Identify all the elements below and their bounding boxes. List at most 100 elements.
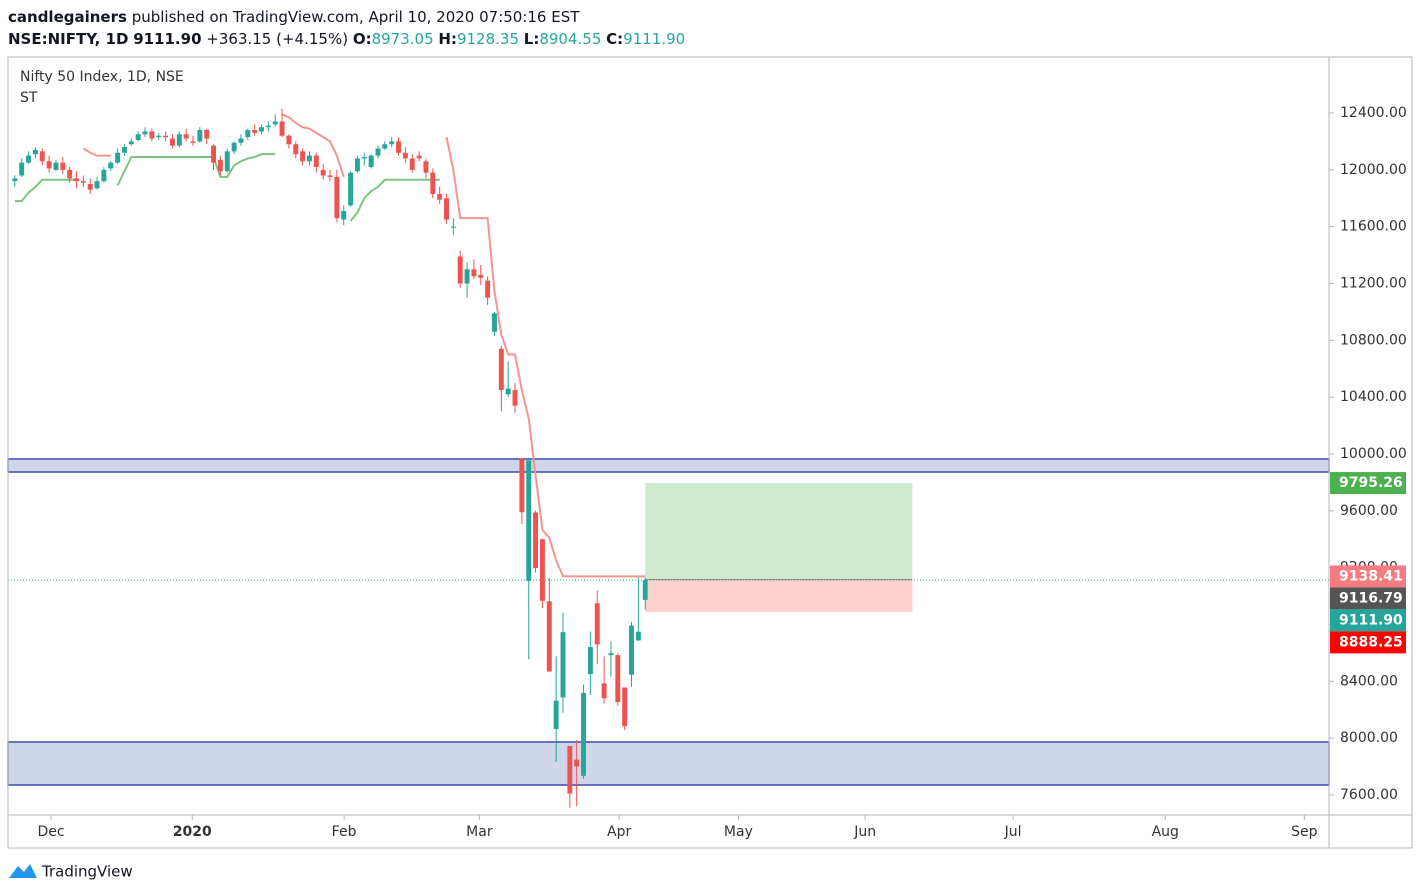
candle-body (498, 348, 504, 391)
candle-body (293, 144, 299, 155)
candle-body (594, 603, 600, 645)
candle-body (183, 134, 189, 139)
candle-body (238, 138, 244, 143)
candle-body (327, 175, 333, 177)
candle-body (478, 274, 484, 278)
candle-body (567, 745, 573, 794)
candle-body (464, 269, 470, 284)
frame (7, 56, 1413, 849)
candle-body (389, 141, 395, 145)
x-tick-label: 2020 (173, 824, 212, 840)
price-marker (1330, 609, 1406, 632)
c: 9111.90 (623, 30, 686, 48)
price-marker (1330, 631, 1406, 654)
candle-body (211, 145, 217, 163)
candle-body (12, 178, 18, 182)
price-marker (1330, 472, 1406, 495)
supertrend-up (116, 153, 276, 186)
y-tick-label: 8400.00 (1340, 673, 1398, 689)
o: 8973.05 (371, 30, 434, 48)
candle-body (163, 135, 169, 138)
y-tick-label: 11200.00 (1340, 275, 1407, 291)
l: 8904.55 (539, 30, 602, 48)
candle-body (375, 148, 381, 156)
candle-body (74, 178, 79, 182)
candle-body (94, 181, 100, 189)
candle-body (60, 162, 66, 170)
o-label: O: (352, 30, 372, 48)
price-marker-label: 9111.90 (1339, 612, 1403, 628)
candle-body (423, 161, 429, 173)
x-tick-label: Jun (853, 824, 876, 840)
zone (7, 741, 1330, 786)
y-tick-label: 10400.00 (1340, 389, 1407, 405)
candle-body (252, 130, 258, 133)
h: 9128.35 (456, 30, 519, 48)
stop-zone (645, 579, 913, 612)
candle-body (341, 211, 347, 220)
candle-body (348, 172, 354, 206)
h-label: H: (438, 30, 457, 48)
candle-body (176, 134, 182, 146)
l-label: L: (523, 30, 540, 48)
candle-body (300, 151, 306, 162)
header: candlegainers published on TradingView.c… (8, 6, 685, 50)
candle-body (108, 162, 114, 169)
quote-line: NSE:NIFTY, 1D 9111.90 +363.15 (+4.15%) O… (8, 28, 685, 50)
candle-body (485, 280, 491, 298)
candle-body (204, 130, 210, 139)
candle-body (560, 632, 566, 698)
candle-body (26, 155, 32, 163)
candle-body (217, 159, 223, 172)
logo (9, 864, 37, 878)
candle-body (272, 121, 278, 125)
y-tick-label: 11600.00 (1340, 219, 1407, 235)
candle-body (101, 169, 107, 182)
chart-title: Nifty 50 Index, 1D, NSE (20, 69, 184, 85)
candle-body (642, 580, 648, 600)
candle-body (546, 601, 552, 672)
candle-body (587, 647, 593, 675)
price-marker (1330, 587, 1406, 610)
candle-body (67, 169, 73, 179)
y-tick-label: 10000.00 (1340, 446, 1407, 462)
brand: TradingView (41, 863, 133, 881)
candle-body (39, 151, 45, 162)
candle-body (635, 631, 641, 641)
candle-body (19, 162, 25, 176)
y-tick-label: 12000.00 (1340, 162, 1407, 178)
supertrend-down (82, 147, 111, 157)
axes: 7600.008000.008400.008800.009200.009600.… (37, 105, 1406, 840)
x-tick-label: Jul (1004, 824, 1022, 840)
candle-body (169, 138, 175, 146)
candle-body (334, 176, 340, 219)
indicator-name: ST (20, 90, 38, 106)
candle-body (629, 625, 634, 675)
candle-body (135, 134, 141, 140)
candle-body (622, 687, 628, 727)
candle-body (444, 198, 449, 220)
candle-body (32, 149, 38, 155)
candle-body (259, 127, 264, 132)
supertrend-up (349, 178, 440, 222)
change: +363.15 (+4.15%) (206, 30, 349, 48)
candle-body (402, 152, 408, 159)
plot (7, 108, 1330, 808)
logo-icon (9, 864, 37, 878)
candle-body (437, 193, 443, 200)
candle-body (80, 181, 86, 183)
candle-body (601, 683, 607, 699)
price-marker-label: 8888.25 (1339, 634, 1403, 650)
candle-body (142, 131, 148, 135)
y-tick-label: 12400.00 (1340, 105, 1407, 121)
candle-body (279, 121, 285, 136)
candle-body (115, 152, 121, 163)
candle-body (197, 130, 203, 142)
publish-line: candlegainers published on TradingView.c… (8, 6, 685, 28)
candle-body (409, 158, 415, 170)
candle-body (533, 512, 539, 568)
last: 9111.90 (133, 30, 202, 48)
candle-body (313, 155, 319, 167)
x-tick-label: Apr (607, 824, 631, 840)
candle-body (122, 147, 127, 153)
